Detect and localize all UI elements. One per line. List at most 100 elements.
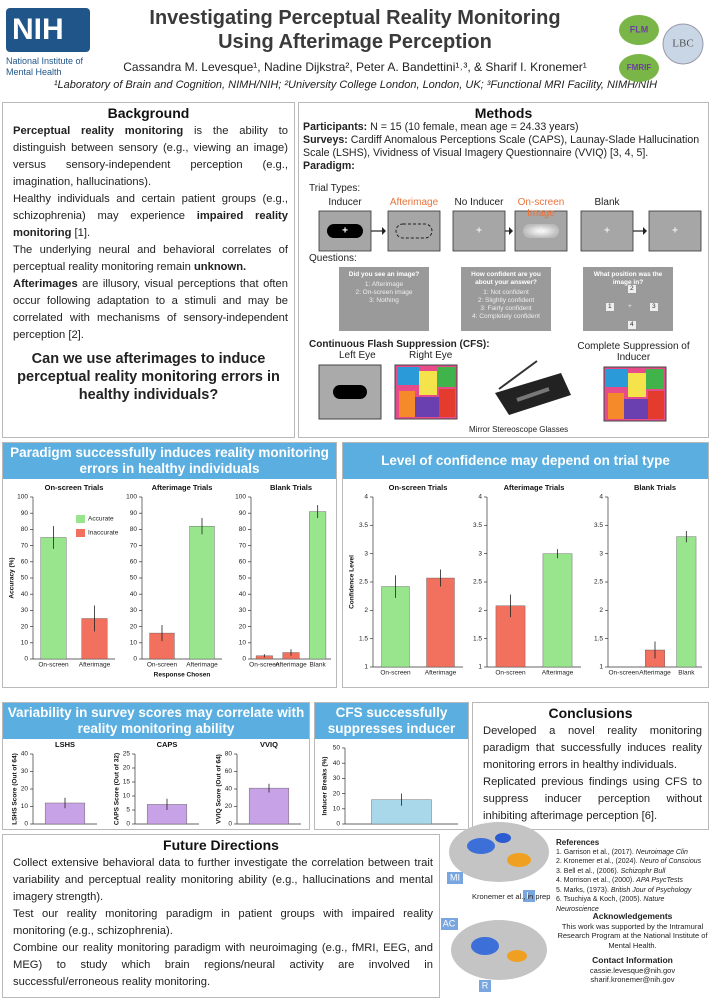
bullet: Test our reality monitoring paradigm in … xyxy=(13,906,433,940)
y-tick-label: 100 xyxy=(126,494,137,501)
ack-text: This work was supported by the Intramura… xyxy=(557,921,708,950)
text-segment: 6. Tsuchiya & Koch, (2005). xyxy=(556,896,644,903)
methods-text: Participants: N = 15 (10 female, mean ag… xyxy=(299,121,708,173)
y-tick-label: 1 xyxy=(364,664,368,671)
question-title: How confident are you about your answer? xyxy=(471,271,541,286)
text-segment: 4. Morrison et al., (2000). xyxy=(556,877,637,884)
y-tick-label: 4 xyxy=(478,494,482,501)
chart: Afterimage Trials 0 10 20 30 40 50 60 70 80 90 100 O… xyxy=(126,483,222,679)
panel-heading: Methods xyxy=(474,105,533,121)
chart: Blank Trials 1 1.5 2 2.5 3 3.5 4 On-screen Afteri… xyxy=(594,483,702,677)
x-axis-label: Response Chosen xyxy=(154,672,211,679)
chart-row: On-screen Trials 1 1.5 2 2.5 3 3.5 4 On-screen Af… xyxy=(343,481,708,687)
email: cassie.levesque@nih.gov xyxy=(589,965,676,975)
label-box xyxy=(523,890,535,902)
x-tick-label: Afterimage xyxy=(639,670,671,677)
label-box xyxy=(447,872,463,884)
variability-panel: Variability in survey scores may correla… xyxy=(2,702,310,830)
y-tick-label: 0 xyxy=(126,821,130,828)
y-tick-label: 3.5 xyxy=(359,522,368,529)
mondrian-patch xyxy=(628,373,646,397)
chart-title: LSHS xyxy=(55,740,75,749)
label: Trial Types: xyxy=(309,183,361,194)
afterimage-outline xyxy=(395,223,433,239)
text-segment: 3. Bell et al., (2006). xyxy=(556,867,621,875)
conclusions-panel: Conclusions Developed a novel reality mo… xyxy=(472,702,709,830)
y-tick-label: 20 xyxy=(333,790,341,797)
logo-text: FMRIF xyxy=(627,63,652,72)
x-tick-label: On-screen xyxy=(608,670,639,677)
bullet-list: Collect extensive behavioral data to fur… xyxy=(3,855,439,991)
chart-row: LSHS 0 10 20 30 40 LSHS Score (Out of 64) CAPS 0… xyxy=(3,740,309,829)
background-panel: Background Perceptual reality monitoring… xyxy=(2,102,295,438)
trial-type-label: Inducer xyxy=(328,197,362,208)
stereoscope-glasses xyxy=(495,360,571,415)
y-tick-label: 10 xyxy=(333,806,341,813)
legend-swatch xyxy=(76,515,85,523)
screen xyxy=(648,210,702,252)
reference: 5. Marks, (1973). British Jour of Psycho… xyxy=(556,886,709,896)
label-box xyxy=(479,980,491,992)
glasses-lens xyxy=(516,387,550,402)
y-tick-label: 1.5 xyxy=(359,635,368,642)
x-tick-label: Afterimage xyxy=(79,662,111,669)
y-tick-label: 0 xyxy=(336,821,340,828)
methods-panel: Methods Participants: N = 15 (10 female,… xyxy=(298,102,709,438)
chart-title: Blank Trials xyxy=(634,483,676,492)
text-segment: Healthy individuals and certain patient … xyxy=(13,193,288,222)
y-tick-label: 90 xyxy=(130,510,138,517)
trial-type-label: No Inducer xyxy=(454,197,504,208)
text-segment: is the ability to distinguish between se… xyxy=(13,125,289,188)
y-tick-label: 4 xyxy=(599,494,603,501)
question-option: 4 xyxy=(628,321,636,329)
mondrian-patch xyxy=(439,389,455,417)
affiliations: ¹Laboratory of Brain and Cognition, NIMH… xyxy=(53,79,658,91)
text-segment: British Jour of Psychology xyxy=(610,886,692,894)
y-tick-label: 0 xyxy=(242,656,246,663)
logo-shape xyxy=(619,15,659,45)
bar xyxy=(248,787,290,825)
y-tick-label: 1 xyxy=(599,664,603,671)
y-tick-label: 40 xyxy=(333,760,341,767)
reference: 4. Morrison et al., (2000). APA PsycTest… xyxy=(556,876,709,886)
y-tick-label: 80 xyxy=(239,526,247,533)
mondrian-patch xyxy=(624,399,648,419)
y-tick-label: 10 xyxy=(239,640,247,647)
chart-title: On-screen Trials xyxy=(389,483,448,492)
logo-shape xyxy=(619,54,659,82)
cfs-left-eye xyxy=(318,364,382,420)
y-tick-label: 40 xyxy=(21,751,29,758)
chart-title: Afterimage Trials xyxy=(504,483,565,492)
text-segment: unknown. xyxy=(193,261,247,273)
legend-swatch xyxy=(76,529,85,537)
arrow-head xyxy=(509,227,513,235)
bullet-list: Perceptual reality monitoring is the abi… xyxy=(3,123,294,344)
text-segment: impaired reality monitoring xyxy=(13,210,289,239)
logo-text: LBC xyxy=(672,38,693,50)
bar xyxy=(381,586,410,668)
chart: On-screen Trials 0 10 20 30 40 50 60 70 80 90 100 On… xyxy=(9,483,119,669)
text-segment: Neuroimage Clin xyxy=(635,848,688,856)
y-tick-label: 60 xyxy=(239,559,247,566)
chart-title: On-screen Trials xyxy=(45,483,104,492)
y-tick-label: 30 xyxy=(239,607,247,614)
brain-label: MI xyxy=(450,872,460,882)
y-tick-label: 1.5 xyxy=(594,635,603,642)
text-segment: The underlying neural and behavioral cor… xyxy=(13,244,288,273)
text-segment: 5. Marks, (1973). xyxy=(556,886,611,894)
bullet: Replicated previous findings using CFS t… xyxy=(483,774,702,825)
text-segment: Test our reality monitoring paradigm in … xyxy=(13,908,433,937)
nih-logo-text: NIH xyxy=(12,13,64,46)
glasses-arm xyxy=(498,360,538,390)
text-segment: Perceptual reality monitoring xyxy=(13,125,184,137)
question-option: 2: Slightly confident xyxy=(477,297,535,304)
y-tick-label: 50 xyxy=(239,575,247,582)
y-tick-label: 70 xyxy=(21,542,29,549)
y-tick-label: 2 xyxy=(478,607,482,614)
question-option: 3: Nothing xyxy=(369,297,399,304)
question-option: 3: Fairly confident xyxy=(480,305,532,312)
x-tick-label: On-screen xyxy=(380,670,411,677)
activation xyxy=(507,853,531,867)
label: Right Eye xyxy=(409,350,453,361)
